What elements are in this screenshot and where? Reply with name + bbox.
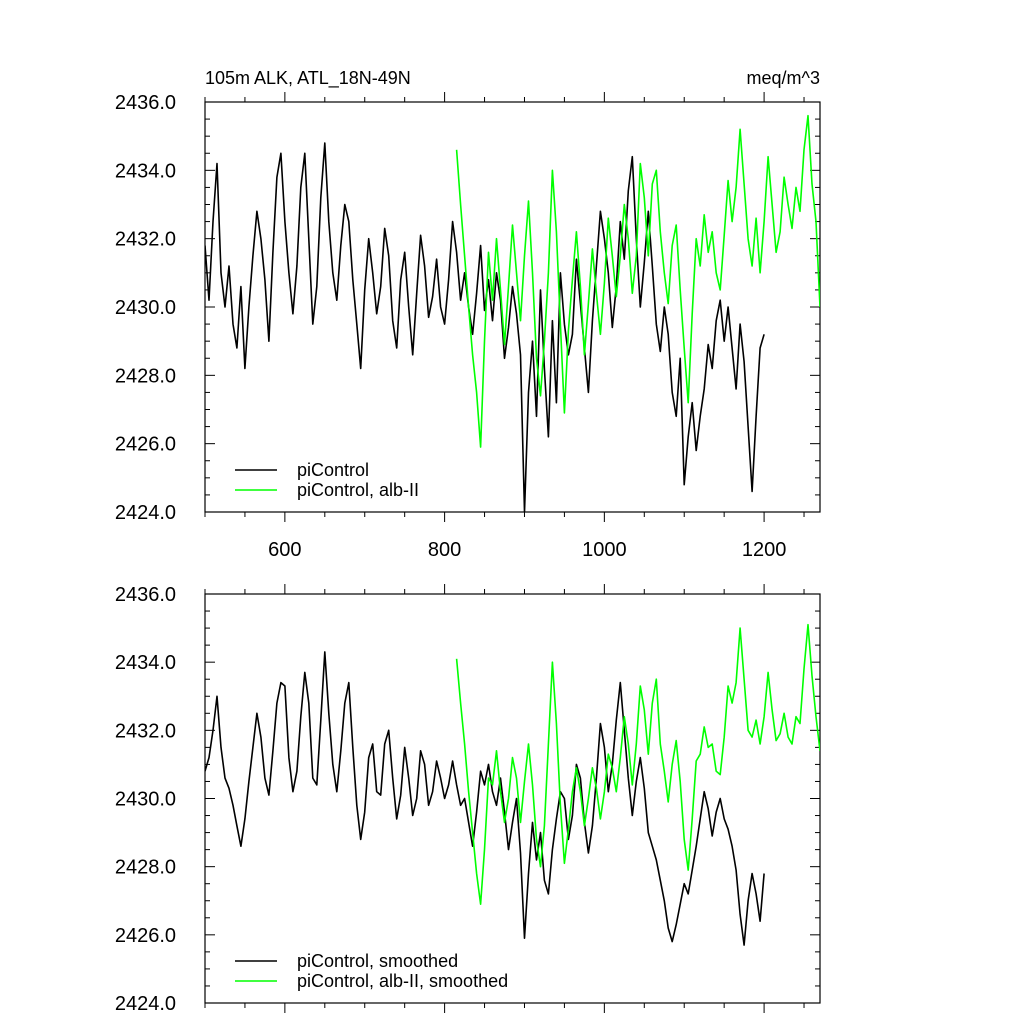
y-tick-label: 2436.0 [115, 584, 176, 606]
y-tick-label: 2426.0 [115, 925, 176, 947]
top-panel: 2424.0 2426.0 2428.0 2430.0 2432.0 2434.0 2436… [115, 92, 821, 561]
legend-label: piControl, alb-II [297, 480, 419, 500]
legend-label: piControl, smoothed [297, 951, 458, 971]
plot-frame [204, 593, 821, 1004]
y-tick-label: 2430.0 [115, 789, 176, 811]
x-tick-label: 1200 [742, 539, 787, 561]
series-line-picontrol [205, 142, 765, 512]
x-tick-label: 600 [268, 539, 301, 561]
y-tick-label: 2424.0 [115, 993, 176, 1015]
y-tick-label: 2428.0 [115, 365, 176, 387]
y-tick-label: 2430.0 [115, 297, 176, 319]
y-tick-label: 2432.0 [115, 229, 176, 251]
legend-label: piControl, alb-II, smoothed [297, 971, 508, 991]
y-tick-label: 2434.0 [115, 160, 176, 182]
x-tick-label: 800 [428, 539, 461, 561]
units-label: meq/m^3 [747, 68, 820, 88]
y-tick-label: 2426.0 [115, 434, 176, 456]
y-tick-label: 2436.0 [115, 92, 176, 114]
x-tick-label: 1000 [582, 539, 627, 561]
y-tick-label: 2434.0 [115, 652, 176, 674]
figure-title: 105m ALK, ATL_18N-49N [205, 68, 411, 89]
y-tick-label: 2432.0 [115, 720, 176, 742]
y-tick-label: 2428.0 [115, 857, 176, 879]
y-tick-label: 2424.0 [115, 502, 176, 524]
legend-label: piControl [297, 460, 369, 480]
series-line-picontrol-alb-ii [455, 114, 820, 448]
series-line-picontrol [205, 651, 765, 946]
bottom-panel: 2424.0 2426.0 2428.0 2430.0 2432.0 2434.0 2436… [115, 584, 821, 1015]
series-line-picontrol-alb-ii [455, 623, 820, 906]
